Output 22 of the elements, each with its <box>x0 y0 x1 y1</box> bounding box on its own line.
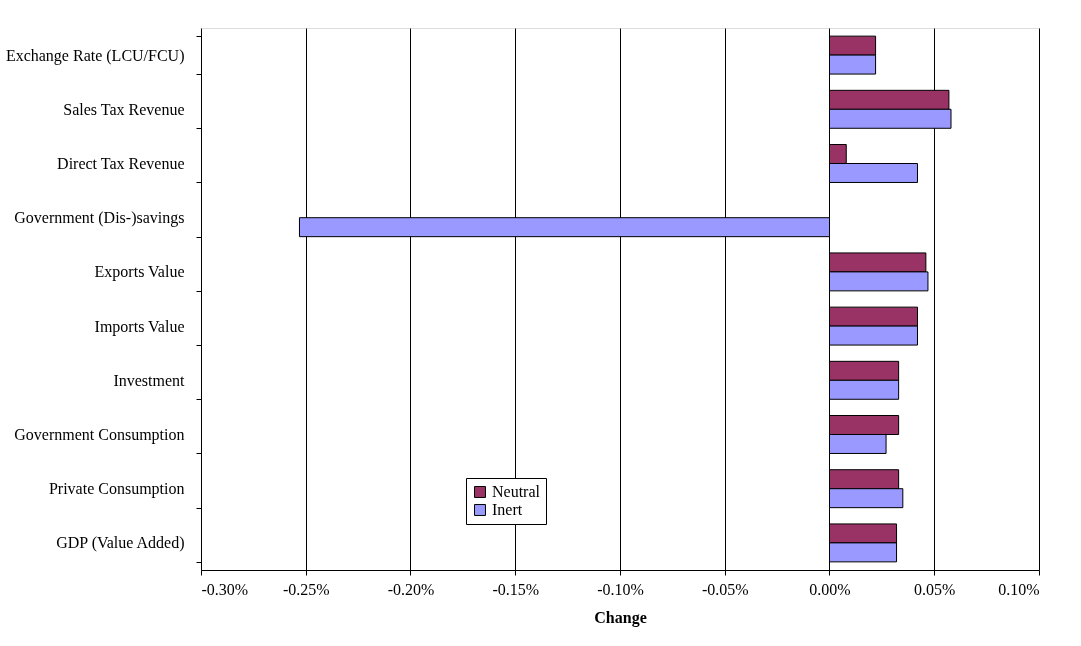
x-tick-label: 0.10% <box>998 580 1040 598</box>
y-tick-label: Exchange Rate (LCU/FCU) <box>5 46 185 65</box>
y-tick-label: GDP (Value Added) <box>56 534 185 553</box>
x-tick-label: -0.20% <box>387 580 435 598</box>
x-tick-label: -0.25% <box>282 580 330 598</box>
x-tick-label: -0.15% <box>492 580 540 598</box>
legend-label: Neutral <box>492 483 541 500</box>
x-tick-label: -0.10% <box>597 580 644 598</box>
y-tick-label: Imports Value <box>94 317 185 336</box>
y-tick-label: Government (Dis-)savings <box>14 209 185 228</box>
y-tick-label: Exports Value <box>94 263 185 282</box>
x-axis-title: Change <box>594 608 647 627</box>
x-tick-label: -0.05% <box>701 580 749 598</box>
x-tick-label: 0.00% <box>809 580 851 598</box>
y-tick-label: Private Consumption <box>48 480 185 499</box>
legend-label: Inert <box>492 501 523 518</box>
y-tick-label: Direct Tax Revenue <box>57 155 185 172</box>
y-tick-label: Government Consumption <box>14 426 185 444</box>
x-tick-label: -0.30% <box>201 580 249 598</box>
y-tick-label: Sales Tax Revenue <box>63 100 185 118</box>
y-tick-label: Investment <box>113 371 186 389</box>
x-tick-label: 0.05% <box>914 580 956 598</box>
